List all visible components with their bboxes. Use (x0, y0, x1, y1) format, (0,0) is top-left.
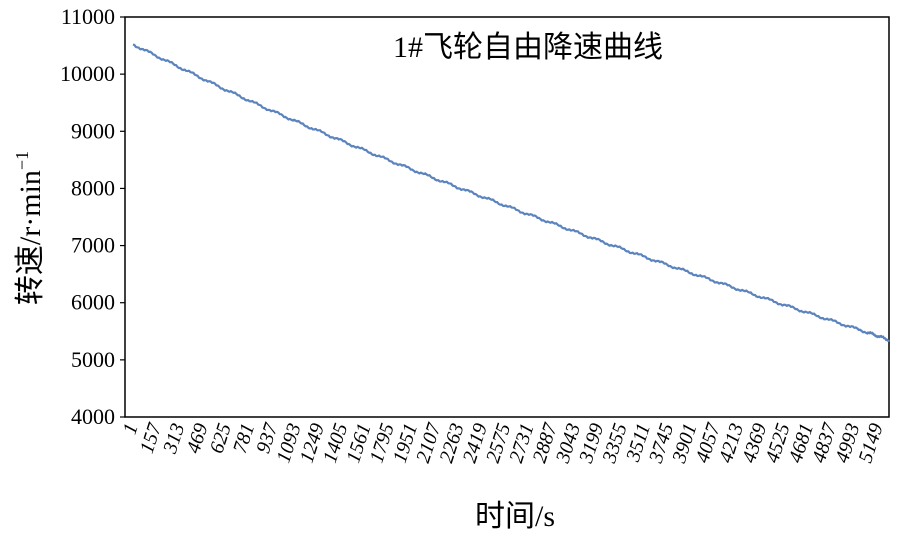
y-tick-label: 11000 (61, 4, 115, 29)
y-tick-label: 8000 (71, 175, 115, 200)
chart-title: 1#飞轮自由降速曲线 (393, 31, 663, 64)
y-axis: 4000 5000 6000 7000 8000 9000 10000 11000 (60, 4, 125, 429)
x-axis: 1157313469625781937109312491405156117951… (119, 420, 888, 467)
series-line (132, 43, 890, 343)
x-tick-label: 313 (159, 421, 190, 457)
y-tick-label: 7000 (71, 233, 115, 258)
y-axis-label-main: 转速/r·min (14, 170, 47, 305)
y-tick-label: 4000 (71, 404, 115, 429)
y-axis-label: 转速/r·min−1 (12, 151, 47, 305)
y-tick-label: 6000 (71, 290, 115, 315)
y-tick-label: 5000 (71, 347, 115, 372)
x-axis-label: 时间/s (475, 500, 555, 533)
y-tick-label: 9000 (71, 118, 115, 143)
y-axis-label-superscript: −1 (12, 151, 32, 170)
plot-frame (124, 16, 890, 418)
y-tick-label: 10000 (60, 61, 115, 86)
x-tick-label: 1 (119, 421, 143, 437)
